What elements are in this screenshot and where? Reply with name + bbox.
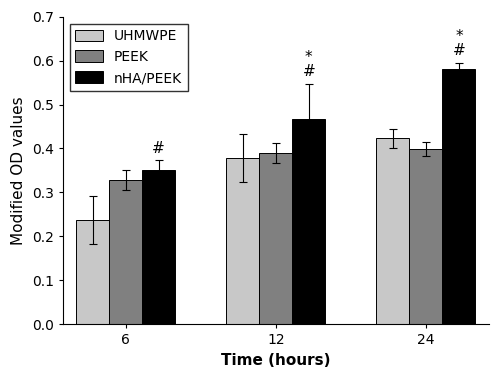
Bar: [410, 149, 442, 324]
Bar: [260, 153, 292, 324]
X-axis label: Time (hours): Time (hours): [221, 353, 330, 368]
Bar: [226, 158, 260, 324]
Text: #: #: [452, 43, 466, 58]
Text: #: #: [152, 141, 165, 155]
Bar: [76, 220, 109, 324]
Y-axis label: Modified OD values: Modified OD values: [11, 96, 26, 245]
Bar: [376, 138, 410, 324]
Legend: UHMWPE, PEEK, nHA/PEEK: UHMWPE, PEEK, nHA/PEEK: [70, 23, 188, 91]
Bar: [142, 169, 175, 324]
Bar: [292, 119, 326, 324]
Bar: [109, 180, 142, 324]
Text: *: *: [305, 50, 312, 66]
Bar: [442, 69, 476, 324]
Text: *: *: [455, 29, 462, 44]
Text: #: #: [302, 64, 315, 80]
